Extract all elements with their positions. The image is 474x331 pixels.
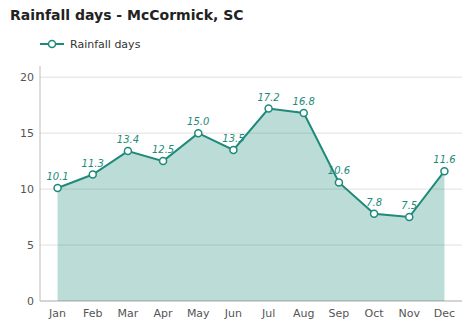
x-tick-label: Apr (154, 307, 174, 320)
marker (195, 130, 202, 137)
x-tick-label: May (187, 307, 210, 320)
line (58, 109, 445, 218)
data-label: 13.4 (117, 134, 139, 145)
x-tick-label: Oct (365, 307, 385, 320)
marker (300, 110, 307, 117)
y-axis-line (40, 66, 41, 301)
grid-line (40, 77, 462, 78)
y-tick-label: 0 (27, 295, 34, 308)
data-label: 12.5 (152, 144, 174, 155)
x-tick-label: Mar (118, 307, 139, 320)
area (58, 109, 445, 301)
plot-area (54, 105, 448, 301)
data-labels: 10.1 11.3 13.4 12.5 15.0 13.5 17.2 16.8 10.6 7.8 7… (46, 92, 455, 212)
data-label: 10.1 (46, 171, 68, 182)
legend: Rainfall days (40, 38, 141, 51)
data-label: 10.6 (328, 165, 350, 176)
data-label: 7.8 (366, 197, 382, 208)
data-label: 11.3 (82, 158, 104, 169)
marker (160, 158, 167, 165)
data-label: 16.8 (293, 96, 315, 107)
marker (371, 210, 378, 217)
data-label: 17.2 (257, 92, 279, 103)
legend-label: Rainfall days (70, 38, 141, 51)
x-tick-label: Jul (261, 307, 275, 320)
x-tick-label: Aug (293, 307, 314, 320)
x-tick-label: Jun (224, 307, 242, 320)
y-tick-label: 5 (27, 239, 34, 252)
data-label: 7.5 (401, 200, 417, 211)
x-tick-label: Sep (329, 307, 350, 320)
marker (335, 179, 342, 186)
marker (54, 184, 61, 191)
data-label: 15.0 (187, 116, 209, 127)
y-tick-label: 20 (20, 71, 34, 84)
data-label: 11.6 (433, 154, 455, 165)
marker (441, 168, 448, 175)
marker (89, 171, 96, 178)
x-tick-label: Jan (48, 307, 66, 320)
title: Rainfall days - McCormick, SC (10, 7, 244, 23)
x-tick-label: Dec (434, 307, 455, 320)
y-tick-label: 15 (20, 127, 34, 140)
legend-marker (49, 41, 56, 48)
marker (124, 148, 131, 155)
data-label: 13.5 (222, 133, 244, 144)
y-tick-label: 10 (20, 183, 34, 196)
x-tick-label: Nov (399, 307, 421, 320)
x-tick-label: Feb (83, 307, 102, 320)
chart-svg: Rainfall days - McCormick, SC 0 5 10 15 20 Jan… (0, 0, 474, 331)
marker (265, 105, 272, 112)
marker (230, 146, 237, 153)
marker (406, 214, 413, 221)
